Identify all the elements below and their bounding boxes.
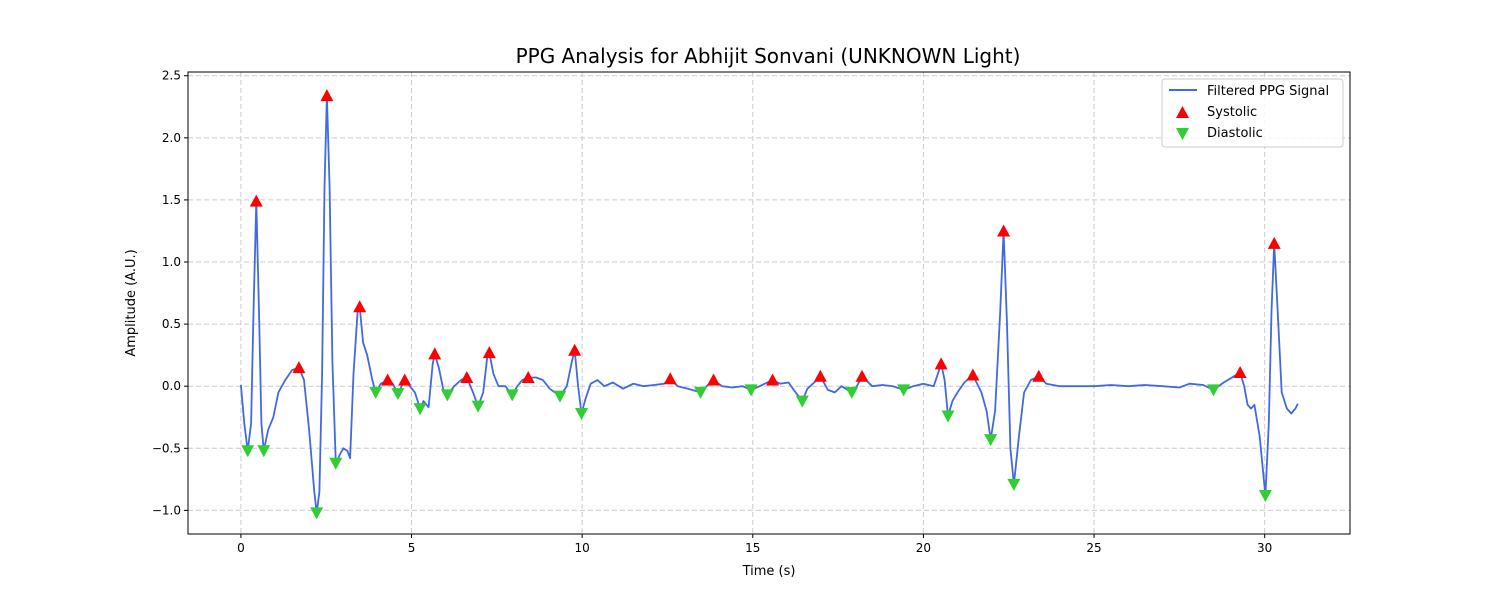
- signal-layer: [240, 94, 1299, 514]
- x-tick-label: 15: [745, 541, 760, 555]
- x-tick-label: 30: [1257, 541, 1272, 555]
- legend-label-systolic: Systolic: [1207, 105, 1257, 120]
- diastolic-marker: [391, 388, 405, 401]
- diastolic-marker: [257, 445, 271, 458]
- systolic-marker: [1032, 369, 1046, 382]
- systolic-marker: [1233, 366, 1247, 379]
- y-tick-label: 1.5: [162, 193, 181, 207]
- x-axis-label: Time (s): [742, 564, 796, 579]
- diastolic-marker: [310, 507, 324, 520]
- systolic-marker: [292, 361, 306, 374]
- plot-area: [188, 72, 1350, 534]
- x-axis: 0 5 10 15 20 25 30: [237, 534, 1272, 555]
- legend-triangle-down-icon: [1176, 128, 1189, 140]
- y-axis: −1.0 −0.5 0.0 0.5 1.0 1.5 2.0 2.5: [152, 69, 188, 517]
- x-tick-label: 20: [916, 541, 931, 555]
- diastolic-marker: [845, 386, 859, 399]
- x-tick-label: 10: [575, 541, 590, 555]
- diastolic-marker: [574, 408, 588, 421]
- y-tick-label: 0.5: [162, 317, 181, 331]
- diastolic-marker: [241, 445, 255, 458]
- systolic-marker: [707, 373, 721, 386]
- ppg-signal-line: [240, 94, 1299, 514]
- systolic-marker: [966, 368, 980, 381]
- x-tick-label: 5: [408, 541, 416, 555]
- systolic-marker: [1267, 236, 1281, 249]
- plot-frame: [187, 71, 1351, 535]
- diastolic-marker: [440, 389, 454, 402]
- diastolic-marker: [744, 384, 758, 397]
- diastolic-marker: [1007, 478, 1021, 491]
- systolic-marker: [249, 194, 263, 207]
- y-tick-label: −0.5: [152, 441, 181, 455]
- marker-layer: [241, 89, 1281, 520]
- systolic-marker: [934, 357, 948, 370]
- legend-box: [1161, 78, 1344, 148]
- legend-label-diastolic: Diastolic: [1207, 126, 1263, 141]
- legend-label-signal: Filtered PPG Signal: [1207, 84, 1329, 99]
- diastolic-marker: [1258, 490, 1272, 502]
- y-tick-label: 2.0: [162, 131, 181, 145]
- systolic-marker: [521, 371, 535, 384]
- diastolic-marker: [795, 395, 809, 408]
- systolic-marker: [766, 373, 780, 386]
- y-tick-label: 1.0: [162, 255, 181, 269]
- diastolic-marker: [941, 410, 955, 423]
- y-tick-label: 2.5: [162, 69, 181, 83]
- diastolic-marker: [329, 457, 343, 470]
- legend-triangle-up-icon: [1176, 106, 1189, 118]
- y-tick-label: −1.0: [152, 503, 181, 517]
- diastolic-marker: [1206, 384, 1220, 397]
- diastolic-marker: [369, 386, 383, 399]
- systolic-marker: [813, 369, 827, 382]
- systolic-marker: [428, 347, 442, 360]
- systolic-marker: [855, 369, 869, 382]
- systolic-marker: [320, 89, 334, 102]
- diastolic-marker: [897, 384, 911, 397]
- diastolic-marker: [694, 386, 708, 399]
- systolic-marker: [353, 300, 367, 313]
- legend: Filtered PPG Signal Systolic Diastolic: [1161, 78, 1344, 148]
- diastolic-marker: [984, 434, 998, 447]
- systolic-marker: [460, 371, 474, 384]
- x-tick-label: 0: [237, 541, 245, 555]
- diastolic-marker: [505, 389, 519, 402]
- chart-title: PPG Analysis for Abhijit Sonvani (UNKNOW…: [516, 44, 1021, 68]
- y-axis-label: Amplitude (A.U.): [124, 249, 139, 356]
- systolic-marker: [482, 346, 496, 359]
- diastolic-marker: [553, 390, 567, 403]
- diastolic-marker: [471, 400, 485, 413]
- systolic-marker: [997, 224, 1011, 237]
- y-tick-label: 0.0: [162, 379, 181, 393]
- systolic-marker: [381, 373, 395, 386]
- systolic-marker: [663, 372, 677, 385]
- diastolic-marker: [413, 403, 427, 416]
- systolic-marker: [568, 343, 582, 356]
- systolic-marker: [398, 373, 412, 386]
- x-tick-label: 25: [1086, 541, 1101, 555]
